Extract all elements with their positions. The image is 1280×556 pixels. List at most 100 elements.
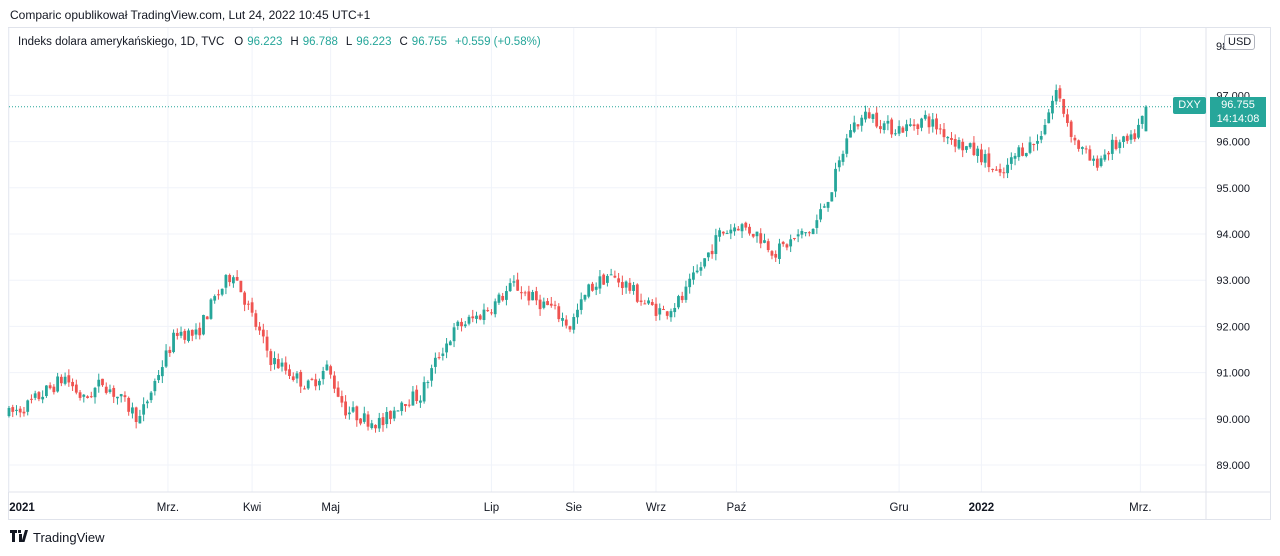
candle-body (1084, 148, 1088, 150)
candle-body (351, 407, 355, 412)
candle-body (561, 318, 564, 321)
candle-body (613, 275, 617, 278)
candle-body (793, 237, 796, 239)
candle-body (329, 366, 333, 375)
candle-body (400, 402, 404, 412)
candle-body (261, 329, 265, 337)
candle-body (303, 388, 306, 390)
candle-body (800, 230, 804, 235)
candle-body (175, 332, 179, 336)
candle-body (198, 327, 202, 336)
candle-body (1051, 100, 1054, 114)
candle-body (908, 124, 912, 126)
candle-body (41, 396, 45, 400)
candle-body (763, 240, 766, 243)
candle-body (56, 376, 60, 392)
candle-body (927, 116, 931, 128)
candle-body (534, 291, 538, 301)
candle-body (856, 124, 860, 127)
candle-body (516, 279, 520, 291)
candle-body (938, 128, 942, 130)
candle-body (699, 267, 703, 271)
candle-body (325, 364, 329, 371)
low-label: L (345, 36, 353, 48)
candle-body (389, 410, 392, 420)
candle-body (890, 119, 894, 135)
candle-body (250, 302, 254, 313)
candle-body (841, 153, 845, 162)
candle-body (355, 406, 359, 421)
candle-body (781, 241, 785, 245)
candle-body (505, 291, 508, 300)
candle-body (153, 380, 157, 392)
candle-body (1032, 143, 1036, 146)
candle-body (78, 392, 82, 398)
footer-brand[interactable]: TradingView (10, 530, 105, 545)
candle-body (45, 385, 48, 397)
candle-body (419, 400, 422, 403)
candle-body (202, 314, 205, 335)
candle-body (695, 270, 699, 273)
candle-body (164, 350, 168, 367)
candle-body (598, 276, 602, 289)
candle-body (632, 285, 635, 291)
candle-body (538, 299, 542, 310)
candle-body (935, 118, 938, 130)
candle-body (265, 336, 269, 351)
x-tick-label: Lip (484, 502, 499, 514)
candle-body (112, 387, 116, 397)
bar-countdown: 14:14:08 (1216, 113, 1260, 125)
candle-body (527, 291, 531, 301)
candle-body (901, 127, 905, 133)
candle-body (658, 308, 662, 315)
currency-badge[interactable]: USD (1224, 34, 1256, 50)
candle-body (370, 423, 374, 429)
candle-body (497, 294, 501, 303)
candle-body (134, 407, 138, 423)
symbol-description[interactable]: Indeks dolara amerykańskiego, 1D, TVC (18, 36, 225, 48)
high-value: 96.788 (302, 36, 338, 48)
candle-body (976, 148, 980, 157)
candle-body (770, 251, 774, 256)
candle-body (157, 375, 160, 381)
candle-body (748, 226, 751, 234)
candle-body (602, 274, 606, 285)
candle-body (1017, 147, 1021, 158)
candle-body (482, 309, 486, 321)
candle-body (142, 404, 146, 415)
candle-body (871, 114, 875, 119)
candle-body (1002, 172, 1006, 174)
candle-body (213, 296, 217, 301)
candle-body (321, 370, 325, 380)
candle-body (692, 272, 695, 280)
candle-body (1047, 112, 1051, 124)
candle-body (1062, 99, 1066, 114)
candle-body (729, 229, 733, 234)
candle-body (187, 330, 190, 341)
candle-body (755, 231, 759, 237)
candle-body (33, 393, 37, 398)
open-value: 96.223 (247, 36, 283, 48)
candle-body (706, 252, 710, 258)
candle-body (336, 387, 340, 397)
candle-body (669, 311, 673, 318)
candle-body (931, 119, 935, 127)
candle-body (1099, 158, 1103, 166)
candle-body (224, 275, 228, 288)
candle-body (127, 397, 131, 412)
candle-body (194, 329, 198, 335)
candle-body (1043, 124, 1047, 135)
candle-body (576, 309, 579, 318)
candle-body (1066, 114, 1069, 123)
candle-body (564, 319, 568, 326)
candle-body (86, 396, 89, 399)
candle-body (953, 139, 957, 147)
candle-body (205, 316, 209, 320)
candle-body (710, 250, 714, 255)
candle-body (310, 378, 314, 380)
candle-body (441, 353, 445, 356)
candle-body (1122, 136, 1125, 143)
candle-body (1140, 115, 1144, 124)
